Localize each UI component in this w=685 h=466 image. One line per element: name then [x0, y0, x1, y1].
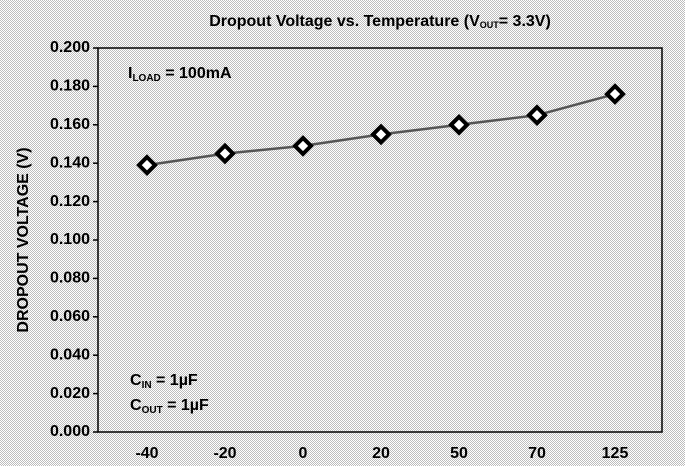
- y-tick-label: 0.200: [50, 39, 90, 56]
- y-tick-label: 0.040: [50, 346, 90, 363]
- y-tick-label: 0.100: [50, 231, 90, 248]
- annotation: COUT = 1µF: [130, 397, 209, 415]
- y-tick-label: 0.120: [50, 193, 90, 210]
- annotation-main: I: [128, 65, 132, 82]
- marker: [370, 123, 392, 146]
- annotation: ILOAD = 100mA: [128, 65, 232, 83]
- x-tick-label: 70: [528, 445, 546, 462]
- x-tick-label: -20: [213, 445, 236, 462]
- x-tick-label: -40: [135, 445, 158, 462]
- y-tick-label: 0.020: [50, 385, 90, 402]
- y-axis-label: DROPOUT VOLTAGE (V): [15, 147, 32, 332]
- annotation-main: C: [130, 372, 142, 389]
- x-tick-label: 0: [299, 445, 308, 462]
- y-tick-label: 0.160: [50, 116, 90, 133]
- y-tick-label: 0.000: [50, 423, 90, 440]
- y-tick-label: 0.060: [50, 308, 90, 325]
- y-tick-label: 0.140: [50, 154, 90, 171]
- annotation: CIN = 1µF: [130, 372, 198, 390]
- annotation-tail: = 100mA: [161, 65, 232, 82]
- marker: [136, 154, 158, 176]
- marker: [526, 104, 548, 127]
- marker: [448, 113, 470, 136]
- x-tick-label: 50: [450, 445, 468, 462]
- annotation-sub: OUT: [142, 405, 163, 416]
- marker: [604, 83, 626, 105]
- annotation-tail: = 1µF: [152, 372, 198, 389]
- marker: [292, 135, 314, 157]
- annotation-sub: LOAD: [132, 73, 160, 84]
- chart-title: Dropout Voltage vs. Temperature (VOUT= 3…: [209, 13, 551, 30]
- annotation-main: C: [130, 397, 142, 414]
- x-tick-label: 125: [602, 445, 629, 462]
- y-tick-label: 0.080: [50, 270, 90, 287]
- chart-title-tail: = 3.3V): [499, 13, 551, 30]
- chart-title-sub: OUT: [480, 20, 500, 30]
- x-tick-label: 20: [372, 445, 390, 462]
- chart-title-main: Dropout Voltage vs. Temperature (V: [209, 13, 480, 30]
- annotation-tail: = 1µF: [163, 397, 209, 414]
- marker: [214, 142, 236, 165]
- y-tick-label: 0.180: [50, 78, 90, 95]
- annotation-sub: IN: [142, 380, 152, 391]
